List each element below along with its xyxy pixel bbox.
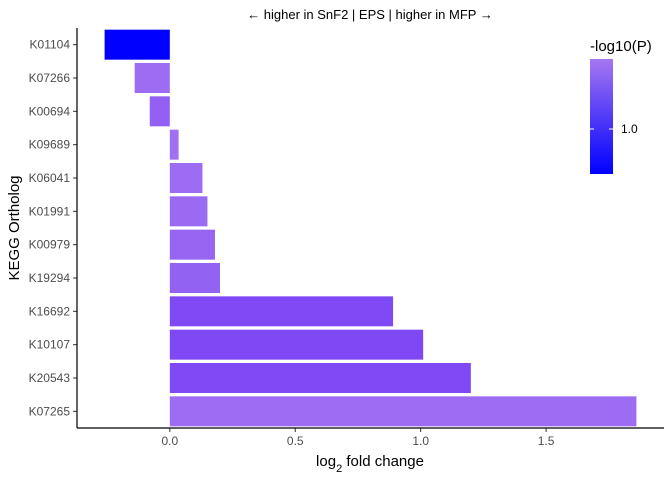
x-axis-title-subscript: 2: [336, 463, 342, 475]
bar-k07266: [134, 63, 170, 93]
legend-title: -log10(P): [590, 38, 652, 55]
y-tick-label: K01991: [29, 204, 71, 218]
color-legend: -log10(P) 1.0: [590, 38, 652, 174]
bar-k19294: [169, 263, 220, 293]
y-tick-label: K09689: [29, 138, 71, 152]
bars-group: [104, 29, 637, 427]
bar-k20543: [169, 363, 471, 393]
y-tick-label: K00979: [29, 238, 71, 252]
x-axis-title: log2 fold change: [316, 453, 424, 475]
bar-k10107: [169, 329, 424, 360]
y-tick-label: K16692: [29, 304, 71, 318]
chart-title: ← higher in SnF2 | EPS | higher in MFP →: [247, 7, 493, 22]
x-axis-title-main: log: [316, 453, 336, 470]
y-tick-label: K07265: [29, 404, 71, 418]
bar-k01104: [104, 29, 170, 60]
y-tick-label: K01104: [30, 38, 71, 52]
x-tick-label: 1.5: [538, 434, 555, 448]
bar-k06041: [169, 163, 203, 193]
y-tick-label: K07266: [29, 71, 71, 85]
y-tick-label: K19294: [29, 271, 71, 285]
bar-k01991: [169, 196, 208, 227]
bar-k00694: [149, 96, 170, 127]
legend-tick-label: 1.0: [621, 122, 638, 136]
y-tick-label: K00694: [29, 104, 71, 118]
x-tick-label: 0.0: [161, 434, 178, 448]
bar-k16692: [169, 296, 394, 327]
x-axis-ticks: 0.0 0.5 1.0 1.5: [161, 428, 555, 448]
bar-k07265: [169, 396, 637, 427]
y-tick-label: K06041: [29, 171, 71, 185]
y-tick-label: K20543: [29, 371, 71, 385]
x-tick-label: 0.5: [287, 434, 304, 448]
legend-colorbar: [590, 59, 613, 174]
bar-k09689: [169, 129, 179, 160]
y-axis-title: KEGG Ortholog: [6, 175, 23, 280]
y-axis-ticks: K01104 K07266 K00694 K09689 K06041 K01991 K009…: [29, 38, 77, 418]
x-tick-label: 1.0: [412, 434, 429, 448]
y-tick-label: K10107: [29, 338, 71, 352]
bar-k00979: [169, 229, 215, 260]
x-axis-title-rest: fold change: [342, 453, 424, 470]
